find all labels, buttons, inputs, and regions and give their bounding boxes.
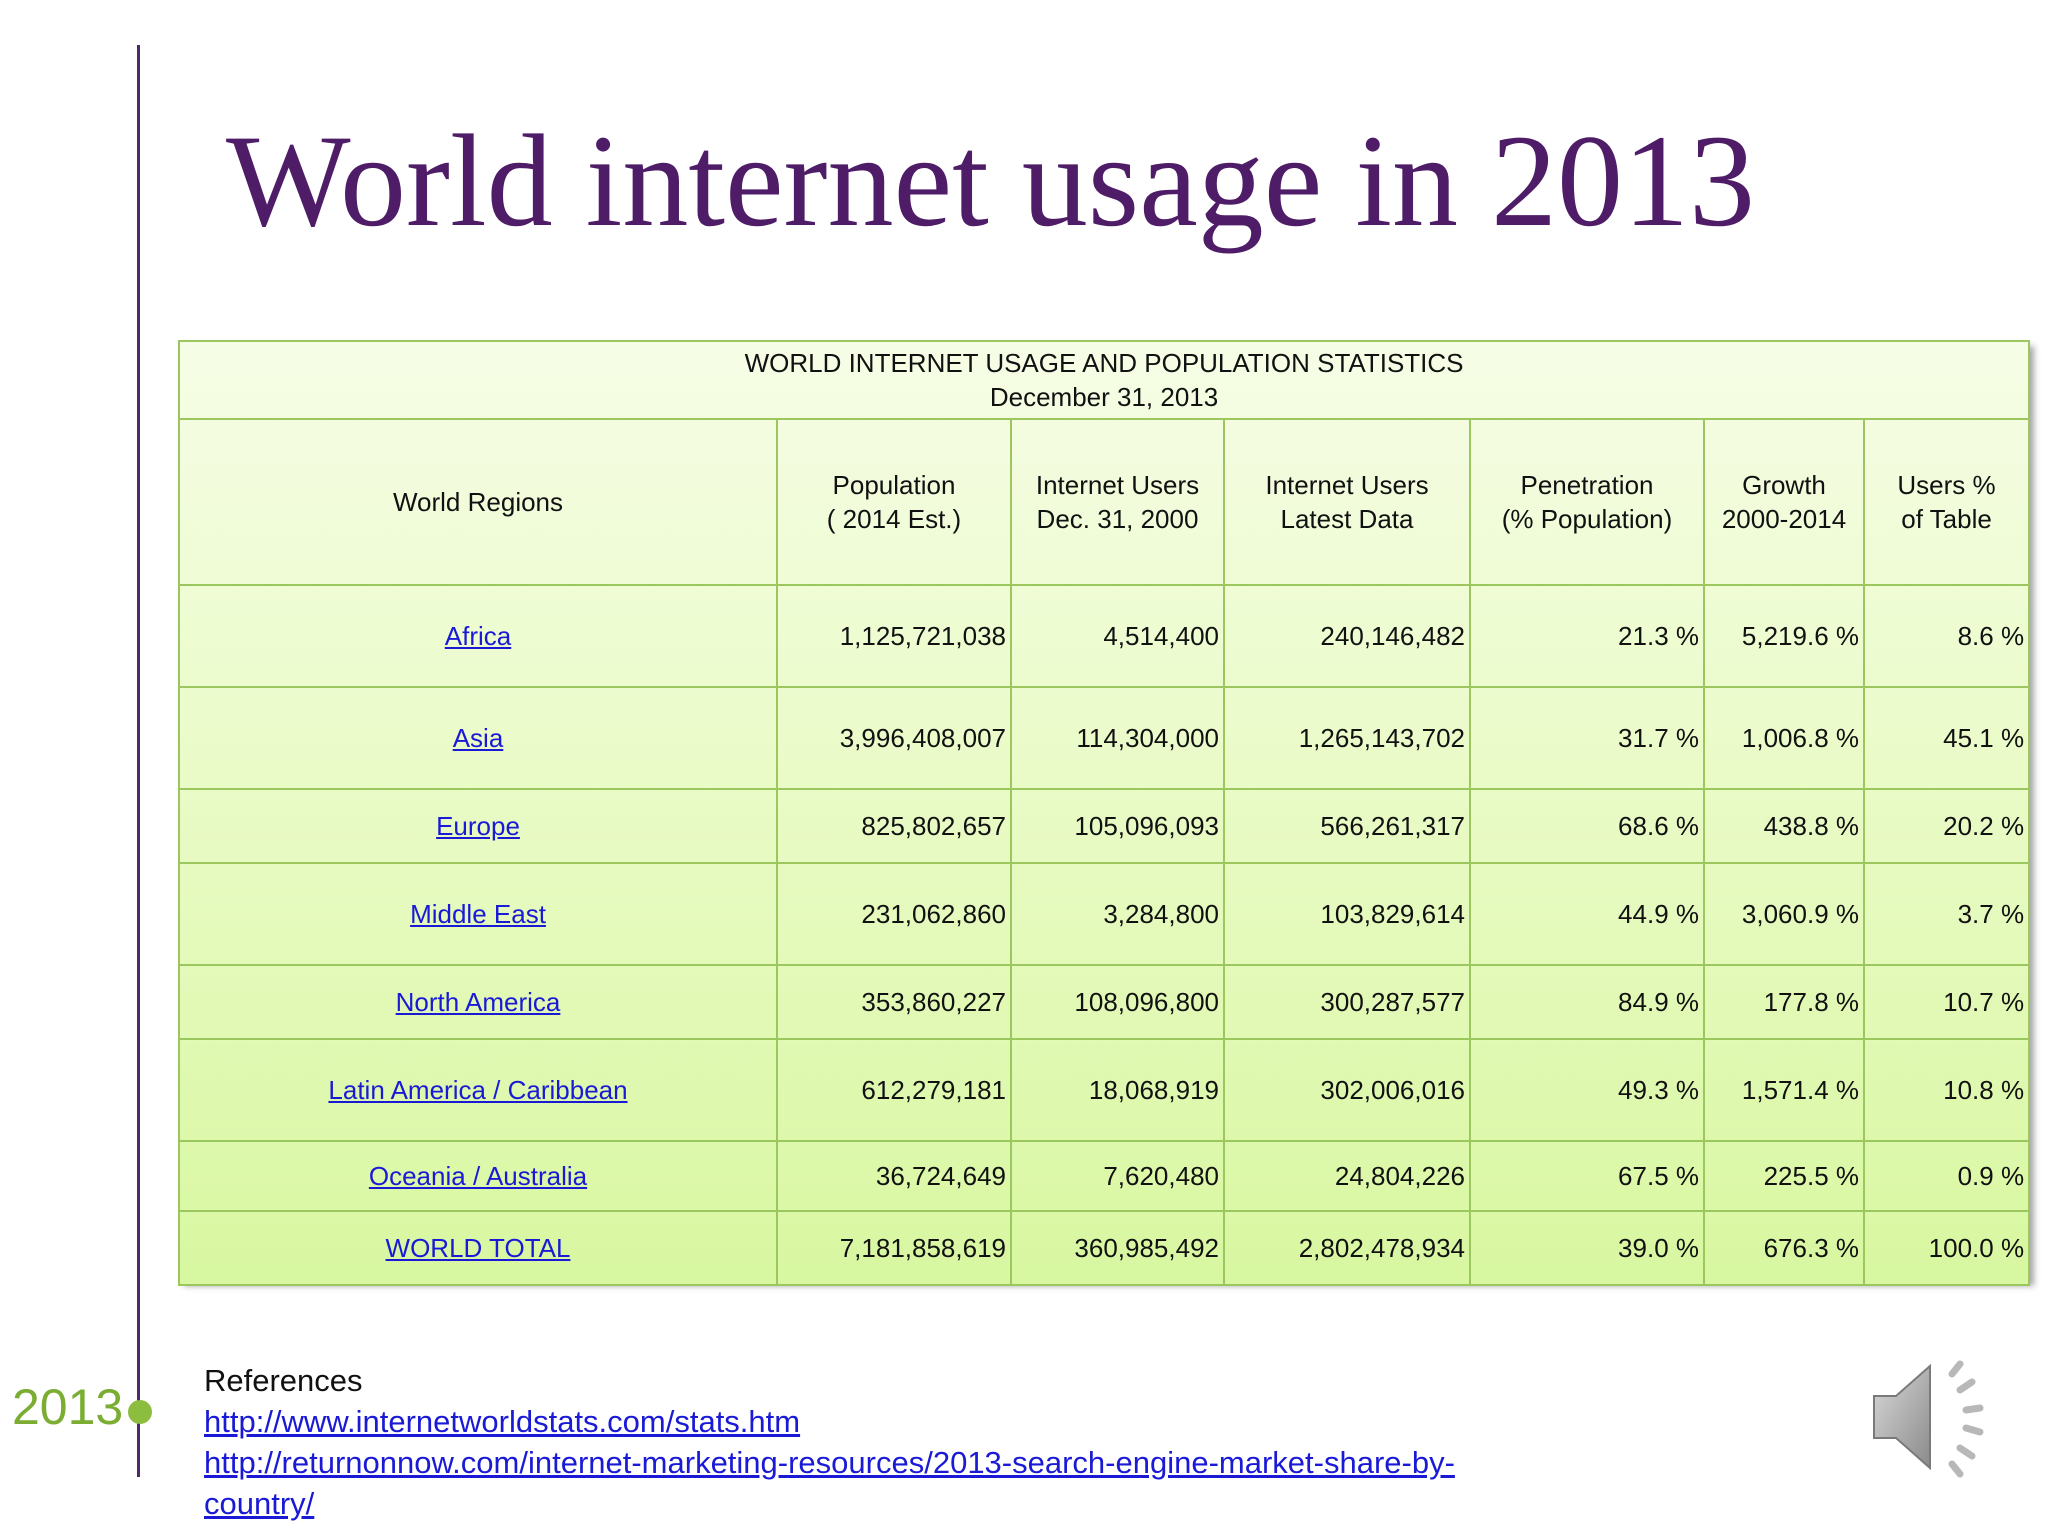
population-cell: 1,125,721,038 <box>776 584 1012 688</box>
users-2000-cell: 360,985,492 <box>1010 1210 1225 1286</box>
users-percent-cell: 10.7 % <box>1862 964 2031 1040</box>
growth-cell: 225.5 % <box>1703 1140 1865 1212</box>
timeline-line <box>137 45 140 1477</box>
header-growth: Growth 2000-2014 <box>1703 418 1865 586</box>
users-latest-cell: 103,829,614 <box>1223 862 1471 966</box>
penetration-cell: 31.7 % <box>1469 686 1705 790</box>
population-cell: 612,279,181 <box>776 1038 1012 1142</box>
internet-stats-table: WORLD INTERNET USAGE AND POPULATION STAT… <box>177 340 2031 1286</box>
table-caption-row: WORLD INTERNET USAGE AND POPULATION STAT… <box>177 340 2031 420</box>
region-link-middle-east[interactable]: Middle East <box>410 898 546 929</box>
penetration-cell: 49.3 % <box>1469 1038 1705 1142</box>
penetration-cell: 21.3 % <box>1469 584 1705 688</box>
region-link-europe[interactable]: Europe <box>436 810 520 841</box>
table-caption-title: WORLD INTERNET USAGE AND POPULATION STAT… <box>744 348 1464 378</box>
growth-cell: 5,219.6 % <box>1703 584 1865 688</box>
references-heading: References <box>204 1363 363 1398</box>
header-world-regions: World Regions <box>178 418 778 586</box>
population-cell: 3,996,408,007 <box>776 686 1012 790</box>
table-row: Africa 1,125,721,038 4,514,400 240,146,4… <box>178 584 2031 688</box>
region-cell: Asia <box>178 686 778 790</box>
region-link-latin-america[interactable]: Latin America / Caribbean <box>328 1074 628 1105</box>
users-percent-cell: 45.1 % <box>1862 686 2031 790</box>
speaker-icon[interactable] <box>1868 1352 2008 1482</box>
users-2000-cell: 4,514,400 <box>1010 584 1225 688</box>
reference-link-returnonnow[interactable]: http://returnonnow.com/internet-marketin… <box>204 1445 1455 1521</box>
region-cell: North America <box>178 964 778 1040</box>
population-cell: 231,062,860 <box>776 862 1012 966</box>
reference-link-internetworldstats[interactable]: http://www.internetworldstats.com/stats.… <box>204 1404 801 1439</box>
header-users-latest: Internet Users Latest Data <box>1223 418 1471 586</box>
users-latest-cell: 240,146,482 <box>1223 584 1471 688</box>
users-2000-cell: 114,304,000 <box>1010 686 1225 790</box>
penetration-cell: 44.9 % <box>1469 862 1705 966</box>
growth-cell: 438.8 % <box>1703 788 1865 864</box>
region-cell: Europe <box>178 788 778 864</box>
region-cell: WORLD TOTAL <box>178 1210 778 1286</box>
region-cell: Oceania / Australia <box>178 1140 778 1212</box>
penetration-cell: 39.0 % <box>1469 1210 1705 1286</box>
table-row: Middle East 231,062,860 3,284,800 103,82… <box>178 862 2031 966</box>
references-section: References http://www.internetworldstats… <box>204 1360 1544 1524</box>
users-percent-cell: 100.0 % <box>1862 1210 2031 1286</box>
region-link-oceania[interactable]: Oceania / Australia <box>368 1160 588 1191</box>
timeline-dot-icon <box>128 1400 152 1424</box>
users-2000-cell: 105,096,093 <box>1010 788 1225 864</box>
users-latest-cell: 302,006,016 <box>1223 1038 1471 1142</box>
users-2000-cell: 18,068,919 <box>1010 1038 1225 1142</box>
users-percent-cell: 0.9 % <box>1862 1140 2031 1212</box>
region-link-asia[interactable]: Asia <box>452 722 504 753</box>
penetration-cell: 67.5 % <box>1469 1140 1705 1212</box>
region-link-north-america[interactable]: North America <box>395 986 561 1017</box>
penetration-cell: 68.6 % <box>1469 788 1705 864</box>
population-cell: 353,860,227 <box>776 964 1012 1040</box>
users-percent-cell: 20.2 % <box>1862 788 2031 864</box>
users-percent-cell: 3.7 % <box>1862 862 2031 966</box>
region-cell: Latin America / Caribbean <box>178 1038 778 1142</box>
growth-cell: 1,006.8 % <box>1703 686 1865 790</box>
table-row: Europe 825,802,657 105,096,093 566,261,3… <box>178 788 2031 864</box>
table-caption: WORLD INTERNET USAGE AND POPULATION STAT… <box>177 340 2031 420</box>
region-link-world-total[interactable]: WORLD TOTAL <box>385 1232 571 1263</box>
region-cell: Middle East <box>178 862 778 966</box>
region-cell: Africa <box>178 584 778 688</box>
header-population: Population ( 2014 Est.) <box>776 418 1012 586</box>
growth-cell: 177.8 % <box>1703 964 1865 1040</box>
table-row: Oceania / Australia 36,724,649 7,620,480… <box>178 1140 2031 1212</box>
region-link-africa[interactable]: Africa <box>444 620 512 651</box>
users-percent-cell: 8.6 % <box>1862 584 2031 688</box>
population-cell: 825,802,657 <box>776 788 1012 864</box>
users-2000-cell: 3,284,800 <box>1010 862 1225 966</box>
users-latest-cell: 24,804,226 <box>1223 1140 1471 1212</box>
growth-cell: 676.3 % <box>1703 1210 1865 1286</box>
table-header-row: World Regions Population ( 2014 Est.) In… <box>178 418 2031 586</box>
growth-cell: 1,571.4 % <box>1703 1038 1865 1142</box>
growth-cell: 3,060.9 % <box>1703 862 1865 966</box>
population-cell: 7,181,858,619 <box>776 1210 1012 1286</box>
header-users-2000: Internet Users Dec. 31, 2000 <box>1010 418 1225 586</box>
year-marker: 2013 <box>12 1379 124 1435</box>
table-row: Asia 3,996,408,007 114,304,000 1,265,143… <box>178 686 2031 790</box>
users-2000-cell: 108,096,800 <box>1010 964 1225 1040</box>
header-penetration: Penetration (% Population) <box>1469 418 1705 586</box>
users-percent-cell: 10.8 % <box>1862 1038 2031 1142</box>
table-row: North America 353,860,227 108,096,800 30… <box>178 964 2031 1040</box>
table-row: Latin America / Caribbean 612,279,181 18… <box>178 1038 2031 1142</box>
users-latest-cell: 1,265,143,702 <box>1223 686 1471 790</box>
stats-table-container: WORLD INTERNET USAGE AND POPULATION STAT… <box>177 340 2031 1286</box>
users-2000-cell: 7,620,480 <box>1010 1140 1225 1212</box>
penetration-cell: 84.9 % <box>1469 964 1705 1040</box>
slide-title: World internet usage in 2013 <box>226 107 1756 254</box>
header-users-percent: Users % of Table <box>1862 418 2031 586</box>
users-latest-cell: 300,287,577 <box>1223 964 1471 1040</box>
users-latest-cell: 2,802,478,934 <box>1223 1210 1471 1286</box>
population-cell: 36,724,649 <box>776 1140 1012 1212</box>
users-latest-cell: 566,261,317 <box>1223 788 1471 864</box>
table-caption-date: December 31, 2013 <box>989 382 1219 412</box>
table-total-row: WORLD TOTAL 7,181,858,619 360,985,492 2,… <box>178 1210 2031 1286</box>
